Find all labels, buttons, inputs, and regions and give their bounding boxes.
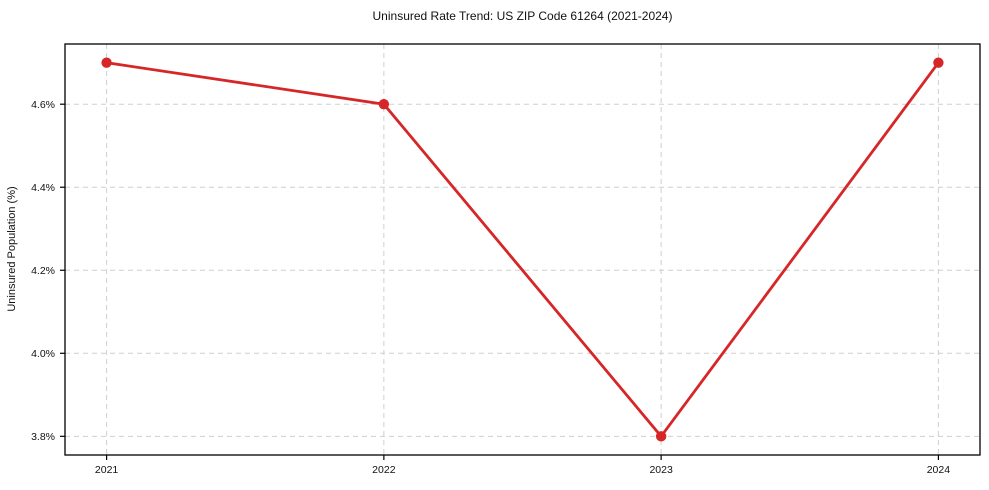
data-point xyxy=(655,431,667,442)
x-tick-label: 2024 xyxy=(927,464,951,476)
chart-title: Uninsured Rate Trend: US ZIP Code 61264 … xyxy=(372,9,673,23)
x-tick-label: 2021 xyxy=(95,464,119,476)
data-point xyxy=(378,98,390,110)
y-tick-label: 3.8% xyxy=(31,431,55,443)
y-tick-label: 4.0% xyxy=(31,348,55,360)
y-tick-label: 4.4% xyxy=(31,182,55,194)
x-tick-label: 2023 xyxy=(649,464,673,476)
data-point xyxy=(933,57,944,68)
y-tick-label: 4.2% xyxy=(31,265,55,277)
trend-line xyxy=(105,61,940,438)
x-tick-label: 2022 xyxy=(372,464,396,476)
y-tick-label: 4.6% xyxy=(31,99,55,111)
plot-border xyxy=(64,43,981,456)
data-point xyxy=(101,57,112,68)
